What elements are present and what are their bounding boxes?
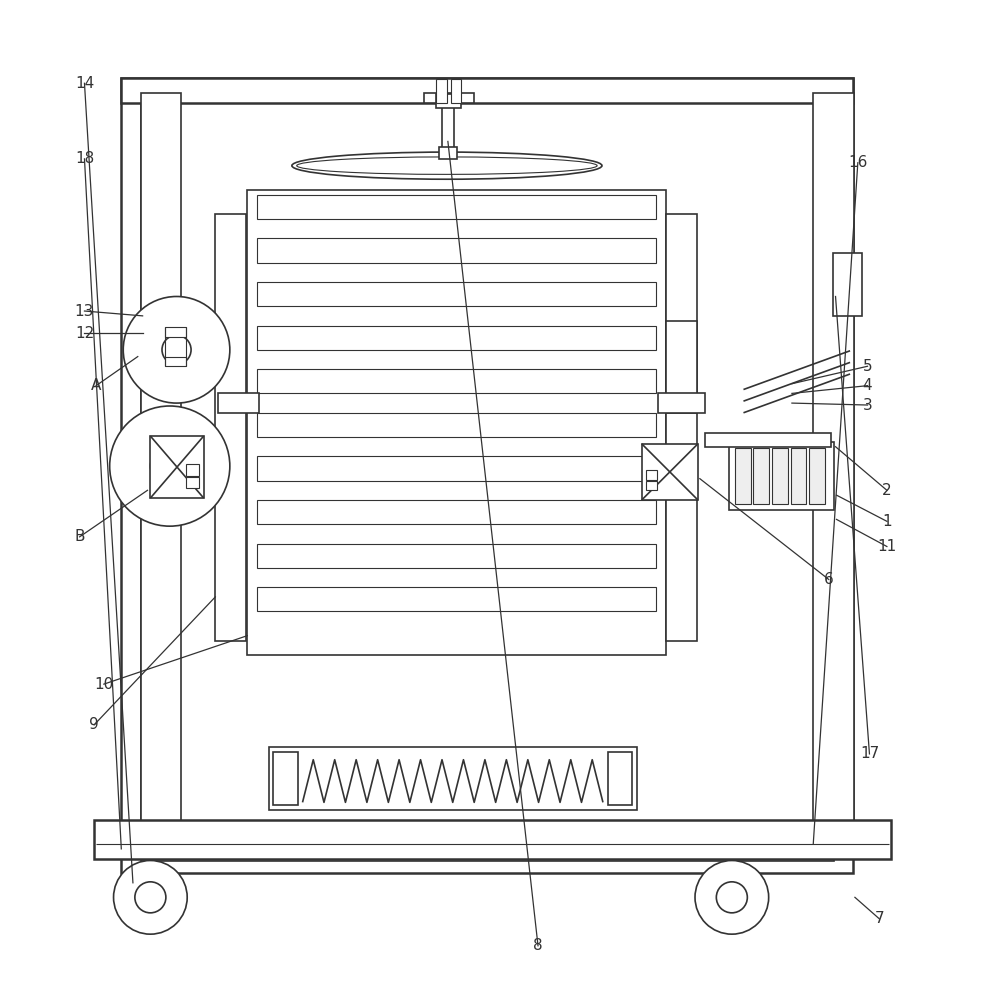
Bar [150,436,203,498]
Bar [257,238,657,263]
Text: 6: 6 [824,572,834,587]
Text: 11: 11 [877,539,896,554]
Bar [665,214,697,641]
Bar [257,369,657,393]
Text: 5: 5 [863,359,872,374]
Bar [451,79,461,103]
Bar [94,820,891,859]
Bar [659,393,705,413]
Text: 8: 8 [533,938,543,953]
Bar [165,327,186,337]
Bar [218,393,259,413]
Bar [121,78,853,873]
Bar [141,90,834,861]
Bar [809,448,825,504]
Circle shape [162,335,191,364]
Bar [257,587,657,611]
Text: B: B [75,529,85,544]
Bar [734,448,751,504]
Bar [705,433,831,447]
Text: 14: 14 [75,76,94,91]
Text: 1: 1 [882,514,892,529]
Circle shape [695,861,769,934]
Text: 3: 3 [863,398,872,413]
Circle shape [150,447,189,485]
Bar [772,448,787,504]
Text: 10: 10 [94,677,113,692]
Bar [257,326,657,350]
Circle shape [110,406,230,526]
Circle shape [135,882,166,913]
Bar [436,79,447,103]
Bar [257,500,657,524]
Bar [257,544,657,568]
Text: 4: 4 [863,378,872,393]
Bar [442,100,454,156]
Bar [121,78,853,103]
Text: 16: 16 [848,155,868,170]
Bar [607,752,632,805]
Circle shape [123,296,230,403]
Bar [642,444,698,500]
Bar [141,93,182,859]
Bar [646,481,658,490]
Bar [186,477,199,488]
Text: 2: 2 [882,483,892,498]
Bar [790,448,806,504]
Bar [436,94,461,108]
Bar [273,752,298,805]
Text: 17: 17 [860,746,879,761]
Text: 12: 12 [75,326,94,341]
Bar [729,442,834,510]
Bar [257,195,657,219]
Bar [165,357,186,366]
Bar [257,456,657,481]
Bar [268,747,637,810]
Bar [186,464,199,476]
Text: 7: 7 [874,911,884,926]
Circle shape [717,882,747,913]
Bar [646,470,658,480]
Bar [439,147,457,159]
Bar [665,321,697,413]
Bar [257,282,657,306]
Text: 18: 18 [75,151,94,166]
Bar [753,448,769,504]
Bar [813,93,854,859]
Bar [424,93,474,103]
Text: 13: 13 [75,304,94,319]
Bar [248,190,665,655]
Ellipse shape [292,152,602,179]
Circle shape [114,861,187,934]
Bar [215,214,247,641]
Bar [833,253,862,316]
Text: A: A [90,378,101,393]
Bar [257,413,657,437]
Text: 9: 9 [89,717,99,732]
